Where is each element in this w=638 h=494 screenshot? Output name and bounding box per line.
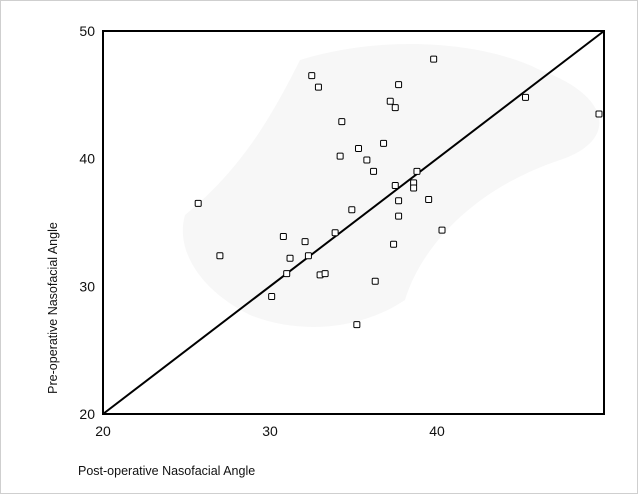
data-point (286, 254, 294, 262)
data-point (595, 110, 603, 118)
data-point (438, 226, 446, 234)
data-point (380, 139, 388, 147)
x-axis-ticks: 20 30 40 (95, 423, 445, 439)
y-tick-label: 40 (79, 151, 95, 167)
x-tick-label: 30 (262, 423, 278, 439)
data-point (522, 93, 530, 101)
data-point (314, 83, 322, 91)
data-point (216, 252, 224, 260)
data-point (425, 196, 433, 204)
plot-area (102, 30, 605, 415)
y-axis-label: Pre-operative Nasofacial Angle (46, 222, 60, 394)
data-point (395, 81, 403, 89)
data-point (410, 184, 418, 192)
data-point (308, 72, 316, 80)
data-point (390, 240, 398, 248)
data-points (194, 55, 603, 329)
identity-line (102, 30, 605, 415)
data-point (348, 206, 356, 214)
data-point (395, 212, 403, 220)
data-point (268, 293, 276, 301)
data-point (355, 144, 363, 152)
data-point (413, 167, 421, 175)
data-point (338, 118, 346, 126)
x-axis-label: Post-operative Nasofacial Angle (78, 464, 255, 478)
data-point (331, 229, 339, 237)
density-shading (182, 43, 600, 328)
data-point (301, 238, 309, 246)
x-tick-label: 40 (429, 423, 445, 439)
data-point (391, 181, 399, 189)
data-point (194, 199, 202, 207)
x-tick-label: 20 (95, 423, 111, 439)
data-point (430, 55, 438, 63)
data-point (283, 270, 291, 278)
background-shading (182, 43, 600, 328)
data-point (321, 270, 329, 278)
data-point (395, 197, 403, 205)
data-point (353, 321, 361, 329)
y-axis-ticks: 20 30 40 50 (79, 23, 95, 422)
data-point (370, 167, 378, 175)
y-tick-label: 20 (79, 406, 95, 422)
data-point (336, 152, 344, 160)
y-tick-label: 50 (79, 23, 95, 39)
y-tick-label: 30 (79, 278, 95, 294)
data-point (386, 97, 394, 105)
data-point (279, 233, 287, 241)
data-point (363, 156, 371, 164)
data-point (371, 277, 379, 285)
data-point (391, 104, 399, 112)
data-point (304, 252, 312, 260)
